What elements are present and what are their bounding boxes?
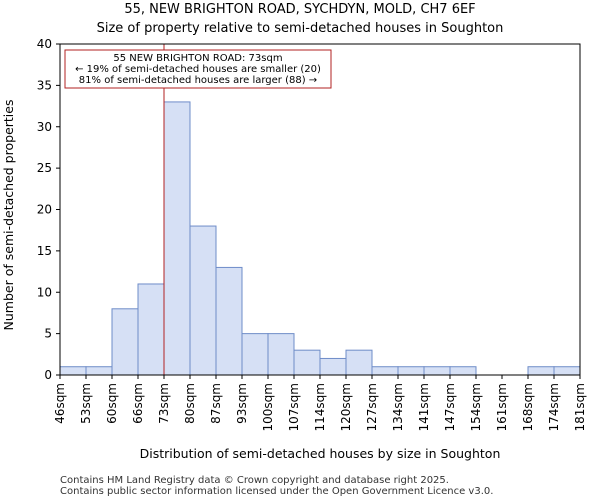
x-tick-label: 46sqm <box>53 383 67 424</box>
histogram-bar <box>397 366 425 376</box>
x-tick-label: 174sqm <box>547 383 561 431</box>
x-tick-label: 141sqm <box>417 383 431 431</box>
chart-title-line1: 55, NEW BRIGHTON ROAD, SYCHDYN, MOLD, CH… <box>124 2 475 17</box>
plot-frame <box>59 43 581 376</box>
x-tick-label: 120sqm <box>339 383 353 431</box>
histogram-bar <box>215 266 243 376</box>
x-tick-label: 80sqm <box>183 383 197 424</box>
y-tick-label: 0 <box>44 368 52 382</box>
x-tick-label: 147sqm <box>443 383 457 431</box>
x-tick-label: 154sqm <box>469 383 483 431</box>
x-tick-label: 100sqm <box>261 383 275 431</box>
x-tick-label: 60sqm <box>105 383 119 424</box>
annotation-line1: 55 NEW BRIGHTON ROAD: 73sqm <box>113 53 282 64</box>
x-tick-label: 66sqm <box>131 383 145 424</box>
histogram-bar <box>319 357 347 376</box>
x-tick-label: 73sqm <box>157 383 171 424</box>
histogram-bar <box>371 366 399 376</box>
y-tick-label: 5 <box>44 327 52 341</box>
histogram-bar <box>163 101 191 376</box>
x-axis-label: Distribution of semi-detached houses by … <box>140 446 501 461</box>
annotation-line2: ← 19% of semi-detached houses are smalle… <box>75 64 321 75</box>
y-tick-label: 10 <box>37 285 52 299</box>
histogram-bar <box>527 366 555 376</box>
y-tick-label: 30 <box>37 120 52 134</box>
footer-line2: Contains public sector information licen… <box>60 486 493 497</box>
histogram-bar <box>345 349 373 376</box>
histogram-bar <box>111 308 139 376</box>
y-tick-label: 15 <box>37 244 52 258</box>
histogram-bar <box>423 366 451 376</box>
annotation-line3: 81% of semi-detached houses are larger (… <box>79 75 317 86</box>
x-tick-label: 168sqm <box>521 383 535 431</box>
histogram-bar <box>59 366 87 376</box>
histogram-bar <box>85 366 113 376</box>
y-tick-label: 40 <box>37 37 52 51</box>
x-tick-label: 87sqm <box>209 383 223 424</box>
y-tick-label: 35 <box>37 78 52 92</box>
annotation-box: 55 NEW BRIGHTON ROAD: 73sqm ← 19% of sem… <box>64 49 332 89</box>
y-axis-label: Number of semi-detached properties <box>1 100 16 331</box>
x-ticks-group: 46sqm 53sqm 60sqm 66sqm 73sqm 80sqm 87sqm 93sqm… <box>53 375 587 431</box>
x-tick-label: 161sqm <box>495 383 509 431</box>
histogram-bar <box>137 283 165 376</box>
y-tick-label: 20 <box>37 203 52 217</box>
histogram-bar <box>449 366 477 376</box>
histogram-bar <box>293 349 321 376</box>
histogram-bar <box>553 366 581 376</box>
x-tick-label: 181sqm <box>573 383 587 431</box>
y-ticks-group: 0 5 10 15 20 25 30 35 40 <box>37 37 60 382</box>
footer-line1: Contains HM Land Registry data © Crown c… <box>60 475 449 486</box>
chart-title-line2: Size of property relative to semi-detach… <box>97 21 504 36</box>
x-tick-label: 127sqm <box>365 383 379 431</box>
y-tick-label: 25 <box>37 161 52 175</box>
x-tick-label: 134sqm <box>391 383 405 431</box>
histogram-bar <box>241 333 269 376</box>
x-tick-label: 53sqm <box>79 383 93 424</box>
x-tick-label: 114sqm <box>313 383 327 431</box>
x-tick-label: 107sqm <box>287 383 301 431</box>
x-tick-label: 93sqm <box>235 383 249 424</box>
histogram-bar <box>189 225 217 376</box>
histogram-bar <box>267 333 295 376</box>
bars-group <box>59 101 581 376</box>
